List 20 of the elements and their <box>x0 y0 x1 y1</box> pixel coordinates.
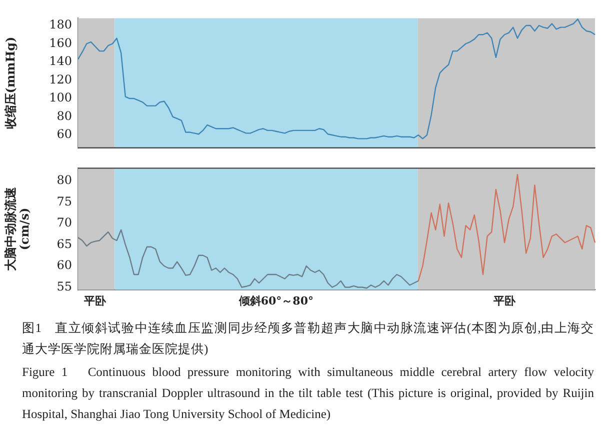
y-tick-label: 55 <box>56 279 72 294</box>
y-tick-label: 60 <box>56 127 72 142</box>
y-axis-title: 收缩压(mmHg) <box>3 36 18 130</box>
y-tick-label: 140 <box>49 54 72 68</box>
caption: Figure 1 Continuous blood pressure monitoring with simultaneous middle cerebral artery flow velocity monitoring by transcranial Doppler ultrasound in the tilt table test (This picture is original, provided by Ruijin Hospital, Shanghai Jiao Tong University School of Medicine) <box>22 364 594 423</box>
y-tick-label: 60 <box>56 258 72 272</box>
y-tick-label: 80 <box>56 173 72 188</box>
y-axis-title: 大脑中动脉流速 (cm/s) <box>3 186 32 271</box>
y-tick-label: 70 <box>56 216 72 230</box>
y-tick-label: 100 <box>49 90 72 105</box>
y-tick-label: 80 <box>56 108 72 123</box>
x-tick-label: 平卧 <box>492 294 517 308</box>
y-tick-label: 160 <box>49 36 72 50</box>
y-tick-label: 180 <box>49 18 72 32</box>
x-tick-label: 平卧 <box>83 294 108 308</box>
y-tick-label: 65 <box>56 236 72 251</box>
x-tick-label: 倾斜60°～80° <box>238 294 314 308</box>
y-tick-label: 120 <box>49 72 72 86</box>
y-tick-label: 75 <box>56 194 72 208</box>
caption: 图1 直立倾斜试验中连续血压监测同步经颅多普勒超声大脑中动脉流速评估(本图为原创,由上海交通大学医学院附属瑞金医院提供) <box>22 320 594 358</box>
